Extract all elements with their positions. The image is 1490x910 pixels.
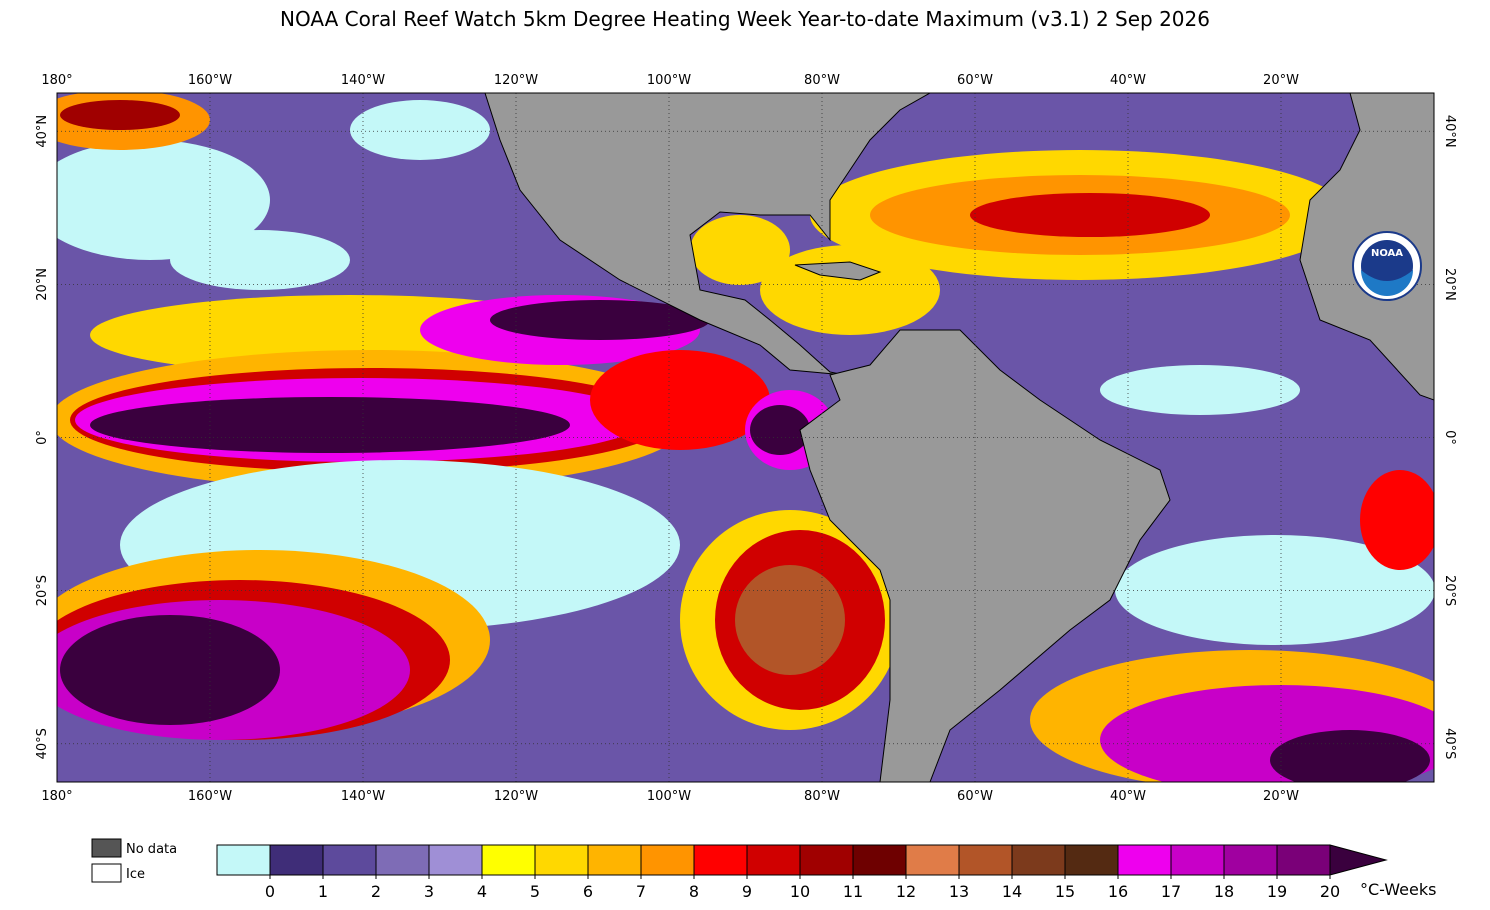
colorbar-tick-label: 10 (790, 882, 810, 901)
legend: No data Ice (91, 838, 177, 883)
map-frame (56, 92, 1435, 783)
colorbar-box (1223, 844, 1278, 876)
colorbar-tick-label: 4 (477, 882, 487, 901)
colorbar-tick-label: 15 (1055, 882, 1075, 901)
y-tick-label-left: 40°S (35, 728, 50, 759)
colorbar-box (1117, 844, 1172, 876)
x-tick-label-bottom: 60°W (957, 789, 993, 804)
colorbar-box (958, 844, 1013, 876)
legend-swatch (91, 838, 122, 858)
colorbar-box (1011, 844, 1066, 876)
colorbar-box (534, 844, 589, 876)
x-tick-label-top: 60°W (957, 73, 993, 88)
y-tick-label-right: 40°N (1442, 115, 1457, 148)
y-tick-label-left: 20°N (35, 268, 50, 301)
colorbar-tick-label: 2 (371, 882, 381, 901)
colorbar-box (216, 844, 271, 876)
x-tick-label-top: 120°W (494, 73, 538, 88)
x-tick-label-bottom: 20°W (1263, 789, 1299, 804)
colorbar-box (1170, 844, 1225, 876)
colorbar-tick-label: 1 (318, 882, 328, 901)
colorbar-tick-label: 12 (896, 882, 916, 901)
colorbar-unit: °C-Weeks (1360, 880, 1436, 899)
grid: 180° 180° 160°W 160°W 140°W 140°W 120°W 120°W 10… (35, 73, 1457, 804)
colorbar-tick-label: 3 (424, 882, 434, 901)
y-tick-label-right: 0° (1442, 430, 1457, 445)
y-tick-label-right: 20°N (1442, 268, 1457, 301)
y-tick-label-right: 40°S (1442, 728, 1457, 759)
colorbar-box (322, 844, 377, 876)
legend-label: Ice (126, 867, 145, 882)
colorbar-tick-label: 7 (636, 882, 646, 901)
y-tick-label-left: 20°S (35, 575, 50, 606)
colorbar-tick-label: 9 (742, 882, 752, 901)
colorbar-tick-label: 17 (1161, 882, 1181, 901)
colorbar-box (746, 844, 801, 876)
colorbar: 0 1 2 3 4 5 6 7 8 9 10 11 12 13 14 15 16 17 18 19 20 °C-Weeks (216, 844, 1436, 901)
x-tick-label-top: 180° (41, 73, 72, 88)
colorbar-box (1064, 844, 1119, 876)
colorbar-tick-label: 16 (1108, 882, 1128, 901)
colorbar-extend (1329, 844, 1388, 876)
colorbar-box (1276, 844, 1331, 876)
map-image (57, 93, 1434, 782)
logo: NOAA (1352, 231, 1422, 301)
y-tick-label-left: 40°N (35, 115, 50, 148)
colorbar-box (693, 844, 748, 876)
colorbar-box (481, 844, 536, 876)
x-tick-label-bottom: 180° (41, 789, 72, 804)
legend-label: No data (126, 842, 177, 857)
y-tick-label-right: 20°S (1442, 575, 1457, 606)
x-tick-label-bottom: 120°W (494, 789, 538, 804)
x-tick-label-top: 100°W (647, 73, 691, 88)
x-tick-label-bottom: 80°W (804, 789, 840, 804)
colorbar-box (852, 844, 907, 876)
logo-text: NOAA (1371, 248, 1403, 259)
colorbar-tick-label: 6 (583, 882, 593, 901)
colorbar-box (587, 844, 642, 876)
colorbar-tick-label: 0 (265, 882, 275, 901)
x-tick-label-bottom: 100°W (647, 789, 691, 804)
x-tick-label-top: 140°W (341, 73, 385, 88)
colorbar-tick-label: 11 (843, 882, 863, 901)
colorbar-box (375, 844, 430, 876)
x-tick-label-bottom: 140°W (341, 789, 385, 804)
colorbar-tick-label: 13 (949, 882, 969, 901)
colorbar-tick-label: 18 (1214, 882, 1234, 901)
legend-swatch (91, 863, 122, 883)
colorbar-tick-label: 19 (1267, 882, 1287, 901)
colorbar-box (269, 844, 324, 876)
colorbar-box (428, 844, 483, 876)
x-tick-label-top: 160°W (188, 73, 232, 88)
x-tick-label-top: 80°W (804, 73, 840, 88)
y-tick-label-left: 0° (35, 430, 50, 445)
x-tick-label-top: 20°W (1263, 73, 1299, 88)
title: NOAA Coral Reef Watch 5km Degree Heating… (280, 7, 1210, 31)
colorbar-tick-label: 14 (1002, 882, 1022, 901)
colorbar-box (905, 844, 960, 876)
x-tick-label-bottom: 40°W (1110, 789, 1146, 804)
x-tick-label-bottom: 160°W (188, 789, 232, 804)
colorbar-tick-label: 20 (1320, 882, 1340, 901)
colorbar-tick-label: 8 (689, 882, 699, 901)
colorbar-box (799, 844, 854, 876)
x-tick-label-top: 40°W (1110, 73, 1146, 88)
colorbar-box (640, 844, 695, 876)
colorbar-tick-label: 5 (530, 882, 540, 901)
